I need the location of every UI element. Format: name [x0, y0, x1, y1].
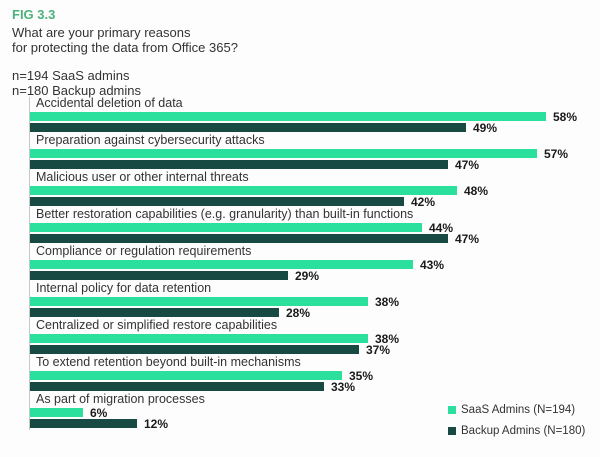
bar-row: 42%	[30, 194, 596, 209]
bar-row: 47%	[30, 157, 596, 172]
bar-row: 47%	[30, 231, 596, 246]
bar-group: Preparation against cybersecurity attack…	[30, 133, 596, 172]
category-label: Internal policy for data retention	[36, 281, 212, 295]
bar-row: 58%	[30, 109, 596, 124]
bar-group: Compliance or regulation requirements 43%…	[30, 244, 596, 283]
backup-bar	[30, 345, 359, 354]
saas-bar	[30, 260, 413, 269]
bar-row: 38%	[30, 294, 596, 309]
figure-number: FIG 3.3	[12, 7, 56, 22]
backup-bar	[30, 308, 279, 317]
saas-bar	[30, 223, 422, 232]
bar-group: Accidental deletion of data 58% 49%	[30, 96, 596, 135]
bar-row: 44%	[30, 220, 596, 235]
bar-group: Better restoration capabilities (e.g. gr…	[30, 207, 596, 246]
bar-group: Internal policy for data retention 38% 28%	[30, 281, 596, 320]
chart-title-line-1: What are your primary reasons	[12, 25, 191, 40]
value-label: 57%	[544, 146, 569, 161]
bar-groups: Accidental deletion of data 58% 49% Prepara…	[30, 96, 596, 431]
bar-row: 38%	[30, 331, 596, 346]
bar-group: Centralized or simplified restore capabi…	[30, 318, 596, 357]
category-label: Accidental deletion of data	[36, 96, 183, 110]
bar-row: 37%	[30, 342, 596, 357]
legend-item-backup: Backup Admins (N=180)	[448, 425, 585, 437]
sample-size-backup: n=180 Backup admins	[12, 83, 142, 98]
bar-group: To extend retention beyond built-in mech…	[30, 355, 596, 394]
value-label: 6%	[90, 405, 108, 420]
value-label: 49%	[473, 120, 498, 135]
figure-header: FIG 3.3 What are your primary reasons fo…	[12, 7, 238, 98]
saas-legend-swatch	[448, 406, 456, 414]
bar-row: 57%	[30, 146, 596, 161]
value-label: 37%	[366, 342, 391, 357]
legend-item-saas: SaaS Admins (N=194)	[448, 404, 585, 416]
bar-row: 35%	[30, 368, 596, 383]
category-label: Malicious user or other internal threats	[36, 170, 249, 184]
category-label: Compliance or regulation requirements	[36, 244, 252, 258]
sample-size-saas: n=194 SaaS admins	[12, 68, 130, 83]
category-label: Centralized or simplified restore capabi…	[36, 318, 278, 332]
category-label: To extend retention beyond built-in mech…	[36, 355, 301, 369]
category-label: Preparation against cybersecurity attack…	[36, 133, 265, 147]
sample-sizes: n=194 SaaS admins n=180 Backup admins	[12, 68, 238, 98]
backup-bar	[30, 271, 288, 280]
chart-title-line-2: for protecting the data from Office 365?	[12, 40, 238, 55]
saas-legend-label: SaaS Admins (N=194)	[461, 404, 576, 416]
backup-legend-label: Backup Admins (N=180)	[461, 425, 586, 437]
backup-bar	[30, 123, 466, 132]
saas-bar	[30, 408, 83, 417]
bar-group: As part of migration processes 6% 12%	[30, 392, 596, 431]
category-label: As part of migration processes	[36, 392, 205, 406]
saas-bar	[30, 371, 342, 380]
value-label: 42%	[411, 194, 436, 209]
value-label: 48%	[464, 183, 489, 198]
backup-legend-swatch	[448, 427, 456, 435]
chart-legend: SaaS Admins (N=194) Backup Admins (N=180…	[448, 404, 585, 446]
backup-bar	[30, 382, 324, 391]
value-label: 35%	[349, 368, 374, 383]
value-label: 58%	[553, 109, 578, 124]
bar-row: 29%	[30, 268, 596, 283]
value-label: 12%	[144, 416, 169, 431]
value-label: 43%	[420, 257, 445, 272]
bar-row: 33%	[30, 379, 596, 394]
backup-bar	[30, 160, 448, 169]
bar-row: 6%	[30, 405, 596, 420]
backup-bar	[30, 197, 404, 206]
value-label: 29%	[295, 268, 320, 283]
backup-bar	[30, 419, 137, 428]
value-label: 28%	[286, 305, 311, 320]
bar-row: 28%	[30, 305, 596, 320]
bar-row: 49%	[30, 120, 596, 135]
saas-bar	[30, 186, 457, 195]
value-label: 38%	[375, 331, 400, 346]
value-label: 38%	[375, 294, 400, 309]
saas-bar	[30, 297, 368, 306]
bar-group: Malicious user or other internal threats…	[30, 170, 596, 209]
saas-bar	[30, 334, 368, 343]
value-label: 44%	[429, 220, 454, 235]
bar-row: 48%	[30, 183, 596, 198]
value-label: 47%	[455, 231, 480, 246]
category-label: Better restoration capabilities (e.g. gr…	[36, 207, 414, 221]
backup-bar	[30, 234, 448, 243]
bar-chart: Accidental deletion of data 58% 49% Prepara…	[29, 97, 596, 430]
value-label: 33%	[331, 379, 356, 394]
bar-row: 43%	[30, 257, 596, 272]
saas-bar	[30, 149, 537, 158]
saas-bar	[30, 112, 546, 121]
bar-row: 12%	[30, 416, 596, 431]
value-label: 47%	[455, 157, 480, 172]
